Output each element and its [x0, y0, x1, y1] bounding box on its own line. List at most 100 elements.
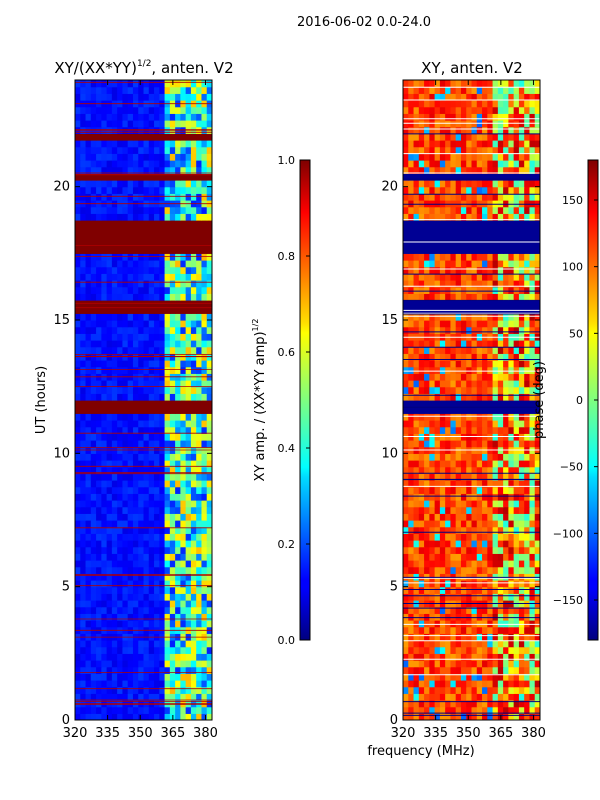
heat-cell: [143, 660, 150, 668]
heat-cell: [169, 166, 176, 174]
heat-cell: [482, 340, 488, 348]
heat-cell: [80, 693, 87, 701]
heat-cell: [75, 253, 81, 261]
heat-cell: [524, 353, 531, 361]
heat-cell: [201, 693, 208, 701]
heat-cell: [106, 493, 113, 501]
heat-cell: [503, 473, 509, 481]
heat-cell: [482, 706, 488, 714]
heat-cell: [497, 366, 504, 374]
heat-cell: [159, 306, 166, 314]
heat-cell: [127, 186, 134, 194]
heat-cell: [175, 540, 181, 548]
heat-cell: [75, 526, 81, 534]
heat-cell: [460, 666, 467, 674]
heat-cell: [190, 653, 197, 661]
heat-cell: [111, 153, 118, 161]
heat-cell: [455, 426, 462, 434]
heat-cell: [534, 653, 540, 661]
heat-cell: [471, 526, 478, 534]
heat-cell: [476, 326, 483, 334]
heat-cell: [434, 506, 441, 514]
heat-cell: [180, 360, 187, 368]
heat-cell: [111, 433, 118, 441]
heat-cell: [90, 386, 97, 394]
heat-cell: [154, 253, 160, 261]
heat-cell: [439, 566, 446, 574]
heat-cell: [106, 160, 113, 168]
heat-cell: [122, 546, 129, 554]
heat-cell: [96, 186, 102, 194]
heat-cell: [101, 286, 108, 294]
heat-cell: [154, 413, 160, 421]
heat-cell: [524, 546, 531, 554]
heat-cell: [466, 273, 473, 281]
heat-cell: [497, 426, 504, 434]
heat-cell: [206, 266, 212, 274]
heat-cell: [439, 300, 446, 308]
heat-cell: [534, 133, 540, 141]
heat-cell: [460, 593, 467, 601]
heat-cell: [111, 420, 118, 428]
heat-cell: [503, 393, 509, 401]
heat-cell: [127, 226, 134, 234]
heat-cell: [424, 613, 430, 621]
heat-cell: [80, 560, 87, 568]
heat-cell: [471, 266, 478, 274]
heat-cell: [424, 246, 430, 254]
colorbar-tick-label: 0.6: [278, 346, 296, 359]
heat-cell: [138, 553, 145, 561]
heat-cell: [201, 146, 208, 154]
heat-cell: [429, 273, 436, 281]
heat-cell: [143, 686, 150, 694]
heat-cell: [122, 473, 129, 481]
heat-cell: [185, 246, 192, 254]
heat-cell: [201, 133, 208, 141]
heat-cell: [127, 406, 134, 414]
heat-cell: [460, 413, 467, 421]
heat-cell: [201, 533, 208, 541]
heat-cell: [445, 340, 452, 348]
heat-cell: [196, 420, 203, 428]
heat-cell: [413, 566, 420, 574]
heat-cell: [80, 573, 87, 581]
heat-cell: [513, 666, 520, 674]
heat-cell: [111, 360, 118, 368]
heat-cell: [143, 553, 150, 561]
heat-cell: [154, 486, 160, 494]
heat-cell: [75, 546, 81, 554]
y-tick-label: 15: [53, 313, 70, 328]
heat-cell: [424, 460, 430, 468]
heat-cell: [190, 600, 197, 608]
heat-cell: [117, 526, 124, 534]
heat-cell: [471, 586, 478, 594]
heat-cell: [138, 573, 145, 581]
heat-cell: [96, 193, 102, 201]
heat-cell: [164, 160, 171, 168]
heat-cell: [138, 533, 145, 541]
heat-cell: [418, 540, 425, 548]
heat-cell: [159, 233, 166, 241]
heat-cell: [111, 400, 118, 408]
heat-cell: [413, 533, 420, 541]
heat-cell: [164, 106, 171, 114]
heat-cell: [497, 693, 504, 701]
heat-cell: [143, 646, 150, 654]
heat-cell: [185, 146, 192, 154]
heat-cell: [169, 533, 176, 541]
heat-cell: [429, 260, 436, 268]
heat-cell: [434, 326, 441, 334]
heat-cell: [492, 620, 499, 628]
heat-cell: [164, 333, 171, 341]
heat-cell: [476, 180, 483, 188]
heat-cell: [127, 680, 134, 688]
heat-cell: [497, 633, 504, 641]
heat-cell: [429, 653, 436, 661]
heat-cell: [497, 313, 504, 321]
heat-cell: [117, 693, 124, 701]
heat-cell: [466, 286, 473, 294]
heat-cell: [132, 520, 139, 528]
heat-cell: [148, 520, 155, 528]
heat-cell: [455, 480, 462, 488]
heat-cell: [196, 540, 203, 548]
